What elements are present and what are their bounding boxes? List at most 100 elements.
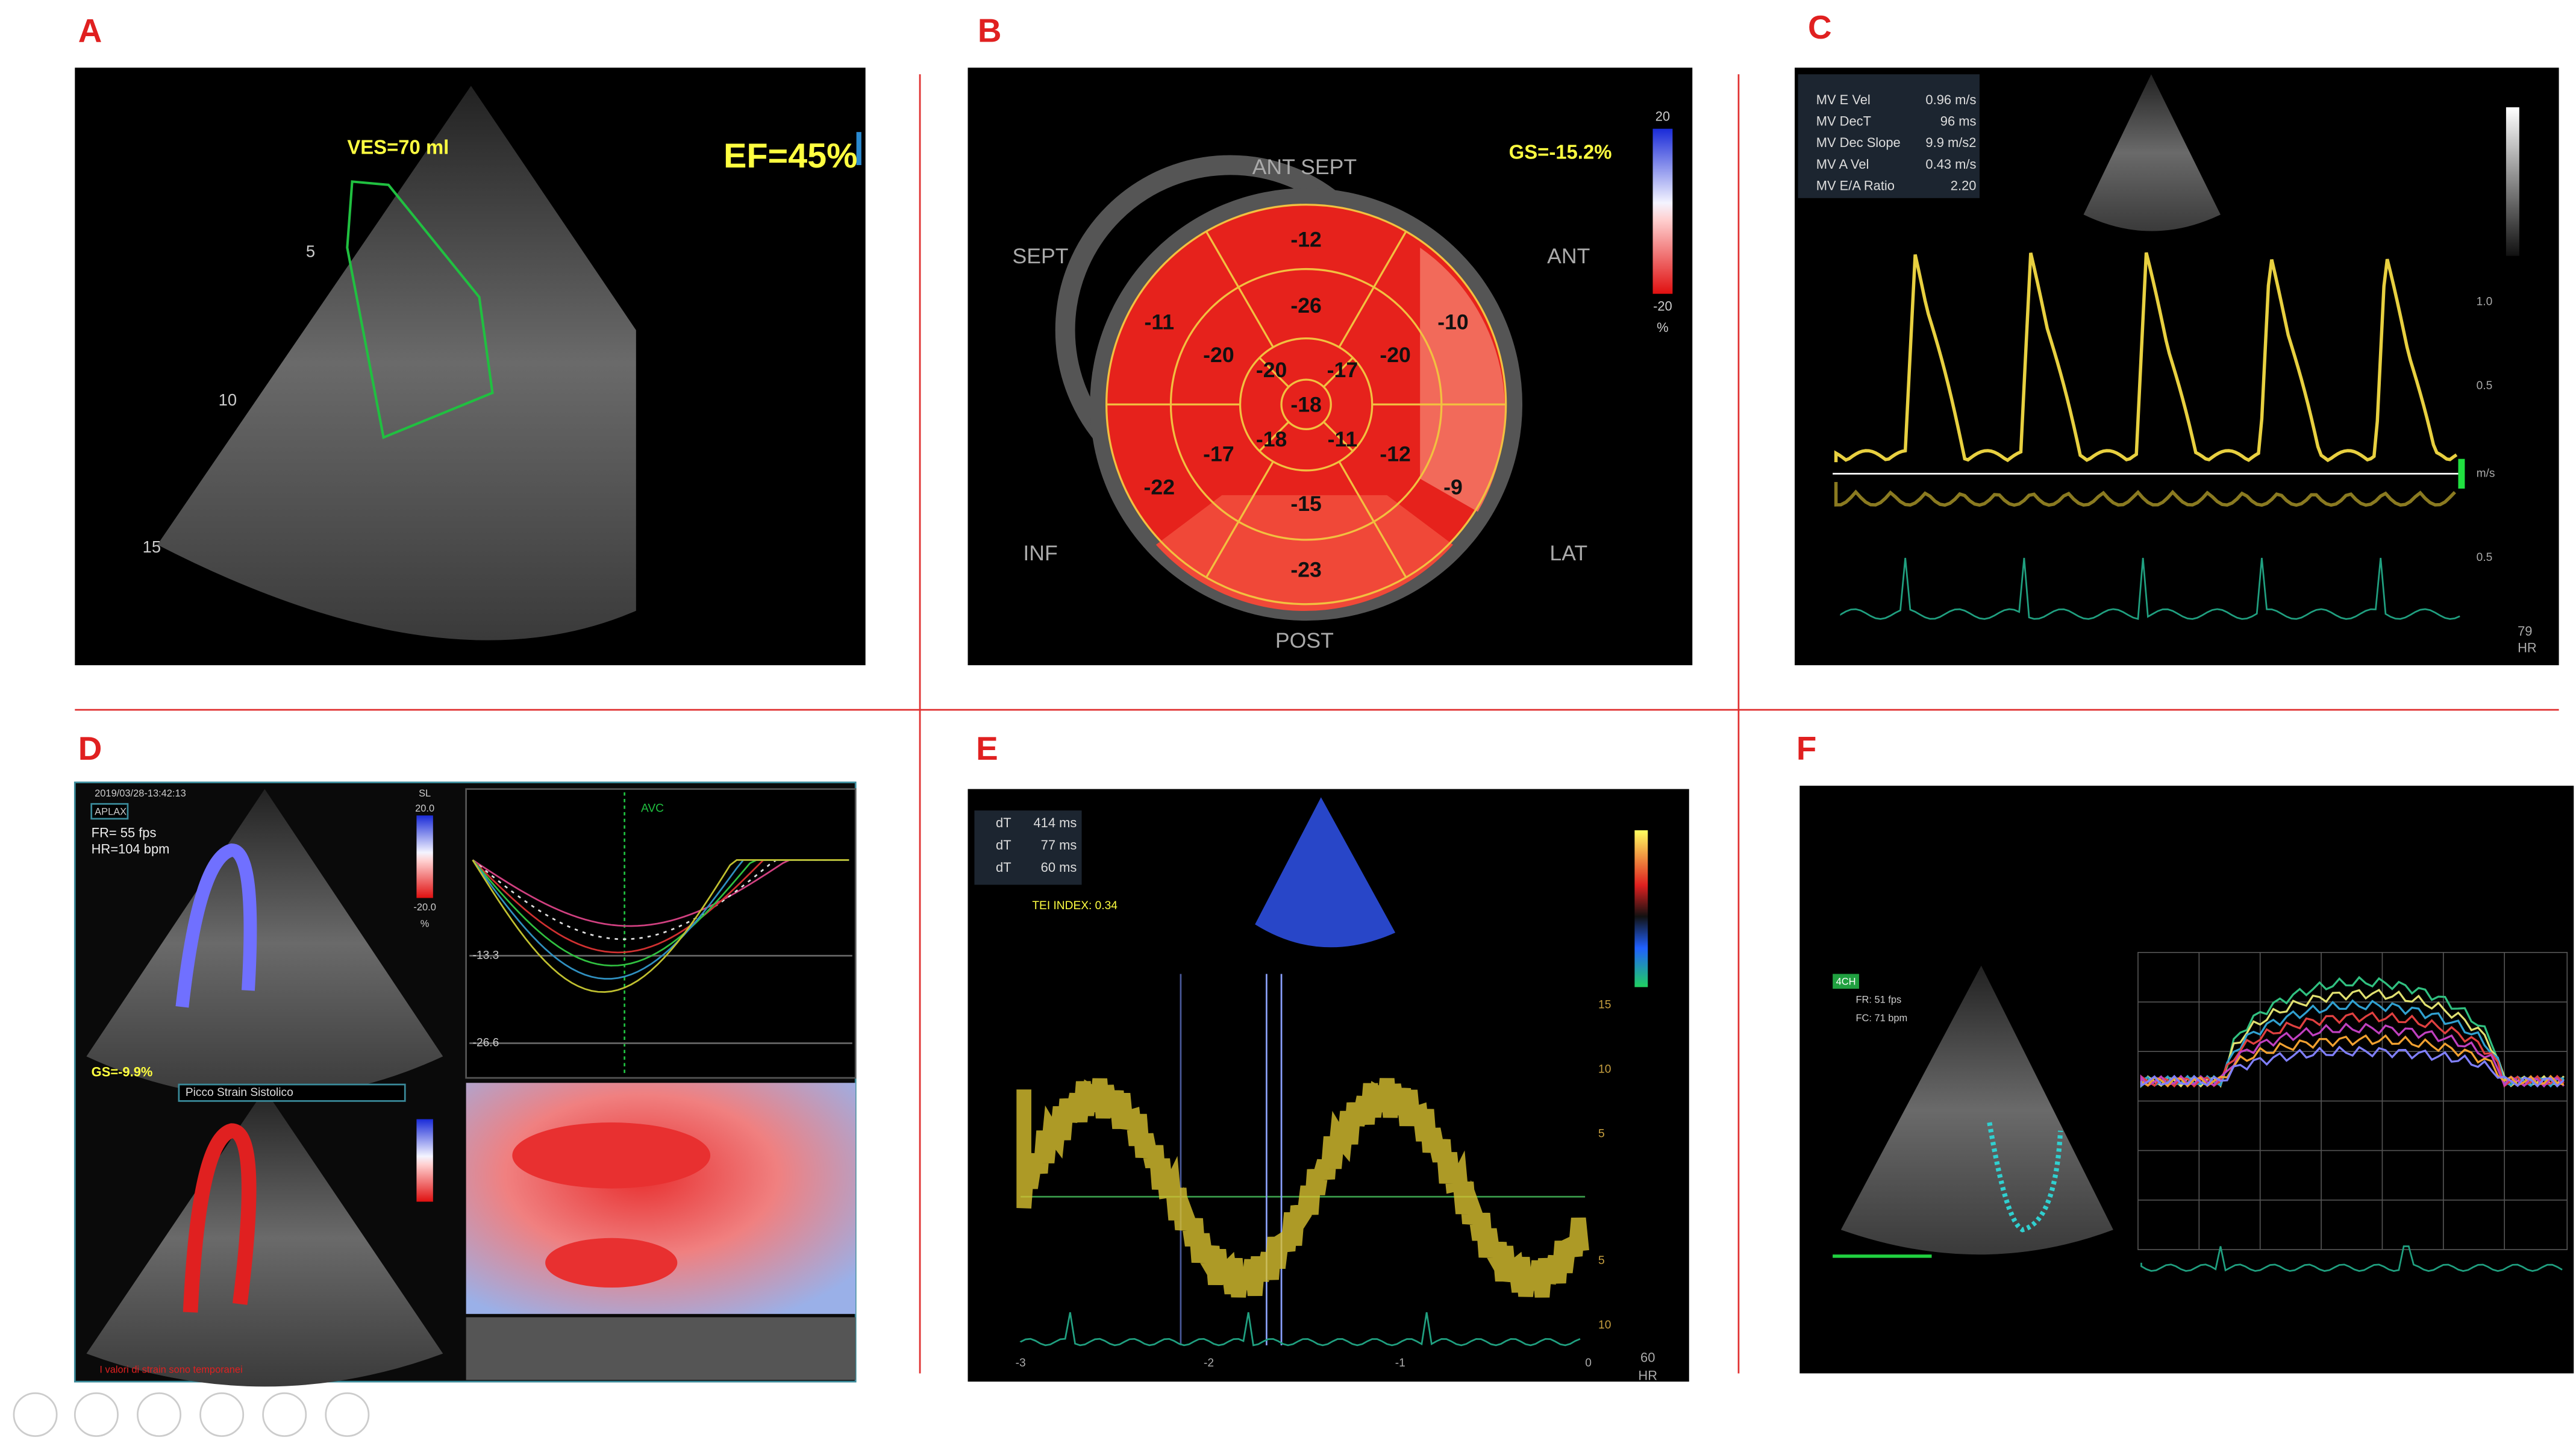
measure-value: 77 ms — [1041, 837, 1077, 853]
hr-label: 60 — [1640, 1350, 1655, 1365]
segment-value: -26 — [1290, 293, 1321, 318]
gray-scale — [2506, 107, 2519, 256]
time-tick: 0 — [1585, 1357, 1592, 1369]
panel-letter: E — [976, 730, 998, 767]
wall-label: INF — [1023, 541, 1057, 565]
fr-label: FR: 51 fps — [1855, 995, 1901, 1006]
nav-button[interactable] — [73, 1392, 119, 1437]
segment-value: -23 — [1290, 557, 1321, 581]
segment-line — [1258, 357, 1290, 388]
measure-value: 9.9 m/s2 — [1925, 135, 1976, 150]
velocity-tick: 5 — [1598, 1127, 1605, 1140]
avc-label: AVC — [641, 803, 664, 815]
baseline-marker — [2458, 459, 2465, 489]
doppler-trace — [1834, 482, 2456, 507]
color-scale — [416, 1119, 433, 1202]
strain-tick: -26.6 — [473, 1037, 499, 1050]
view-label: APLAX — [95, 806, 127, 817]
segment-line — [1373, 231, 1407, 288]
velocity-tick: 1.0 — [2477, 295, 2493, 308]
measure-value: 96 ms — [1940, 114, 1977, 129]
bullseye-patch — [1155, 495, 1453, 612]
hr-label: HR=104 bpm — [92, 842, 170, 857]
plot-grid — [2137, 952, 2568, 1250]
bullseye-patch — [1420, 247, 1505, 512]
pen-button[interactable] — [137, 1392, 182, 1437]
measure-value: 0.43 m/s — [1925, 157, 1976, 172]
depth-tick: 10 — [219, 390, 237, 409]
scale-label: -20.0 — [413, 902, 436, 913]
measure-value: 414 ms — [1033, 815, 1077, 830]
strain-curve — [2140, 1022, 2565, 1088]
more-button[interactable] — [325, 1392, 370, 1437]
strain-tick: -13.3 — [473, 949, 499, 962]
depth-tick: 5 — [306, 242, 315, 260]
velocity-tick: 5 — [1598, 1254, 1605, 1267]
segment-value: -10 — [1437, 310, 1468, 334]
slides-button[interactable] — [199, 1392, 245, 1437]
panel-letter: C — [1808, 8, 1832, 46]
view-label: 4CH — [1836, 976, 1856, 987]
measure-value: 60 ms — [1041, 860, 1077, 875]
zoom-button[interactable] — [262, 1392, 307, 1437]
note: I valori di strain sono temporanei — [99, 1364, 242, 1375]
tei-label: TEI INDEX: 0.34 — [1032, 900, 1118, 912]
segment-value: -18 — [1256, 427, 1287, 451]
scale-label: 20.0 — [415, 803, 434, 814]
measure-name: MV Dec Slope — [1816, 135, 1901, 150]
segment-value: -15 — [1290, 492, 1321, 516]
segment-value: -17 — [1327, 358, 1358, 382]
gs-label: GS=-15.2% — [1509, 140, 1612, 163]
ecg — [2140, 1245, 2563, 1272]
measurement-box — [1798, 74, 1980, 198]
segment-value: -22 — [1144, 475, 1175, 499]
measure-value: 2.20 — [1951, 178, 1977, 193]
time-tick: -1 — [1395, 1357, 1405, 1369]
scale-label: % — [420, 919, 430, 930]
doppler-trace — [1834, 252, 2458, 463]
nav-button[interactable] — [13, 1392, 58, 1437]
strain-curve — [472, 859, 849, 993]
measure-name: dT — [996, 860, 1011, 875]
m-mode — [466, 1317, 856, 1380]
scale-label: 20 — [1655, 108, 1670, 124]
segment-value: -11 — [1145, 310, 1175, 334]
volume-label: VES=70 ml — [347, 136, 449, 158]
wall-label: POST — [1275, 628, 1334, 653]
segment-value: -20 — [1380, 343, 1410, 367]
segment-line — [1205, 521, 1240, 578]
measurement-box — [974, 810, 1082, 885]
hr-label: HR — [2518, 640, 2537, 655]
measure-name: MV A Vel — [1816, 157, 1869, 172]
bar — [1833, 1254, 1932, 1258]
strain-trace — [1987, 1122, 2063, 1233]
velocity-tick: 15 — [1598, 999, 1611, 1012]
segment-line — [1338, 461, 1375, 522]
label-box — [90, 803, 129, 820]
ecg — [1019, 1312, 1581, 1347]
color-doppler-sector — [1255, 797, 1396, 948]
fr-label: FR= 55 fps — [92, 825, 157, 840]
gs-label: GS=-9.9% — [92, 1065, 153, 1080]
measure-name: MV E Vel — [1816, 92, 1871, 107]
color-scale — [416, 815, 433, 898]
ultrasound-sector — [86, 1089, 443, 1387]
velocity-tick: 10 — [1598, 1063, 1611, 1075]
scale-label: SL — [419, 788, 431, 799]
peak-label: Picco Strain Sistolico — [186, 1086, 293, 1099]
segment-line — [1237, 461, 1274, 522]
depth-tick: 15 — [143, 537, 161, 556]
strain-region — [512, 1122, 711, 1189]
segment-line — [1323, 421, 1354, 452]
segment-value: -11 — [1328, 427, 1358, 451]
segment-value: -20 — [1203, 343, 1234, 367]
strain-region — [545, 1238, 678, 1288]
velocity-tick: 0.5 — [2477, 551, 2493, 564]
bullseye-grid — [1105, 204, 1507, 606]
segment-line — [1205, 231, 1240, 288]
wall-label: ANT — [1547, 244, 1590, 268]
bullseye — [1106, 204, 1506, 604]
strain-plot — [465, 788, 857, 1079]
time-tick: -2 — [1204, 1357, 1214, 1369]
